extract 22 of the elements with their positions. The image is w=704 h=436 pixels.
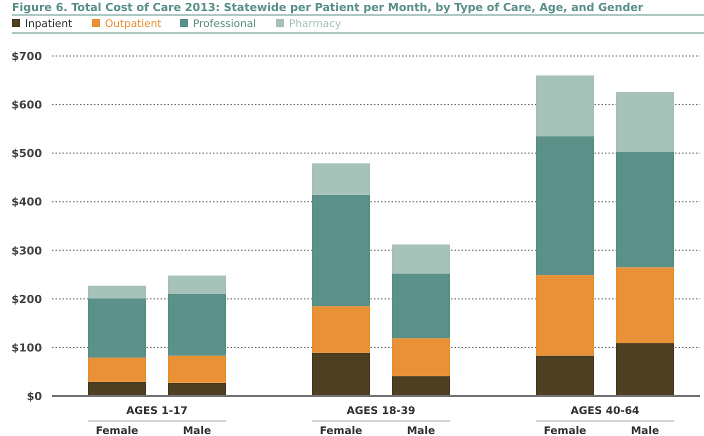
legend-label: Pharmacy (289, 18, 342, 30)
legend-label: Inpatient (25, 18, 72, 30)
x-tick-label: Female (320, 425, 362, 436)
y-tick-label: $700 (11, 50, 42, 63)
legend-label: Outpatient (105, 18, 162, 30)
x-tick-label: Female (96, 425, 138, 436)
x-tick-label: Male (182, 425, 212, 436)
chart-title: Figure 6. Total Cost of Care 2013: Statewide per Patient per Month, by Type of Care, Age, and Gender (12, 1, 644, 14)
x-tick-label: Male (630, 425, 660, 436)
x-tick-label: Male (406, 425, 436, 436)
y-tick-label: $300 (11, 244, 42, 258)
text: AGES 18-39 (346, 405, 416, 417)
text: AGES 1-17 (126, 405, 188, 417)
y-tick-label: $0 (26, 390, 42, 403)
x-tick-label: Female (544, 425, 586, 436)
y-tick-label: $500 (11, 147, 42, 160)
y-tick-label: $100 (11, 341, 42, 354)
y-tick-label: $600 (11, 98, 42, 112)
legend-label: Professional (193, 18, 256, 30)
y-tick-label: $200 (11, 292, 42, 306)
text: AGES 40-64 (570, 405, 640, 417)
y-tick-label: $400 (11, 196, 42, 209)
